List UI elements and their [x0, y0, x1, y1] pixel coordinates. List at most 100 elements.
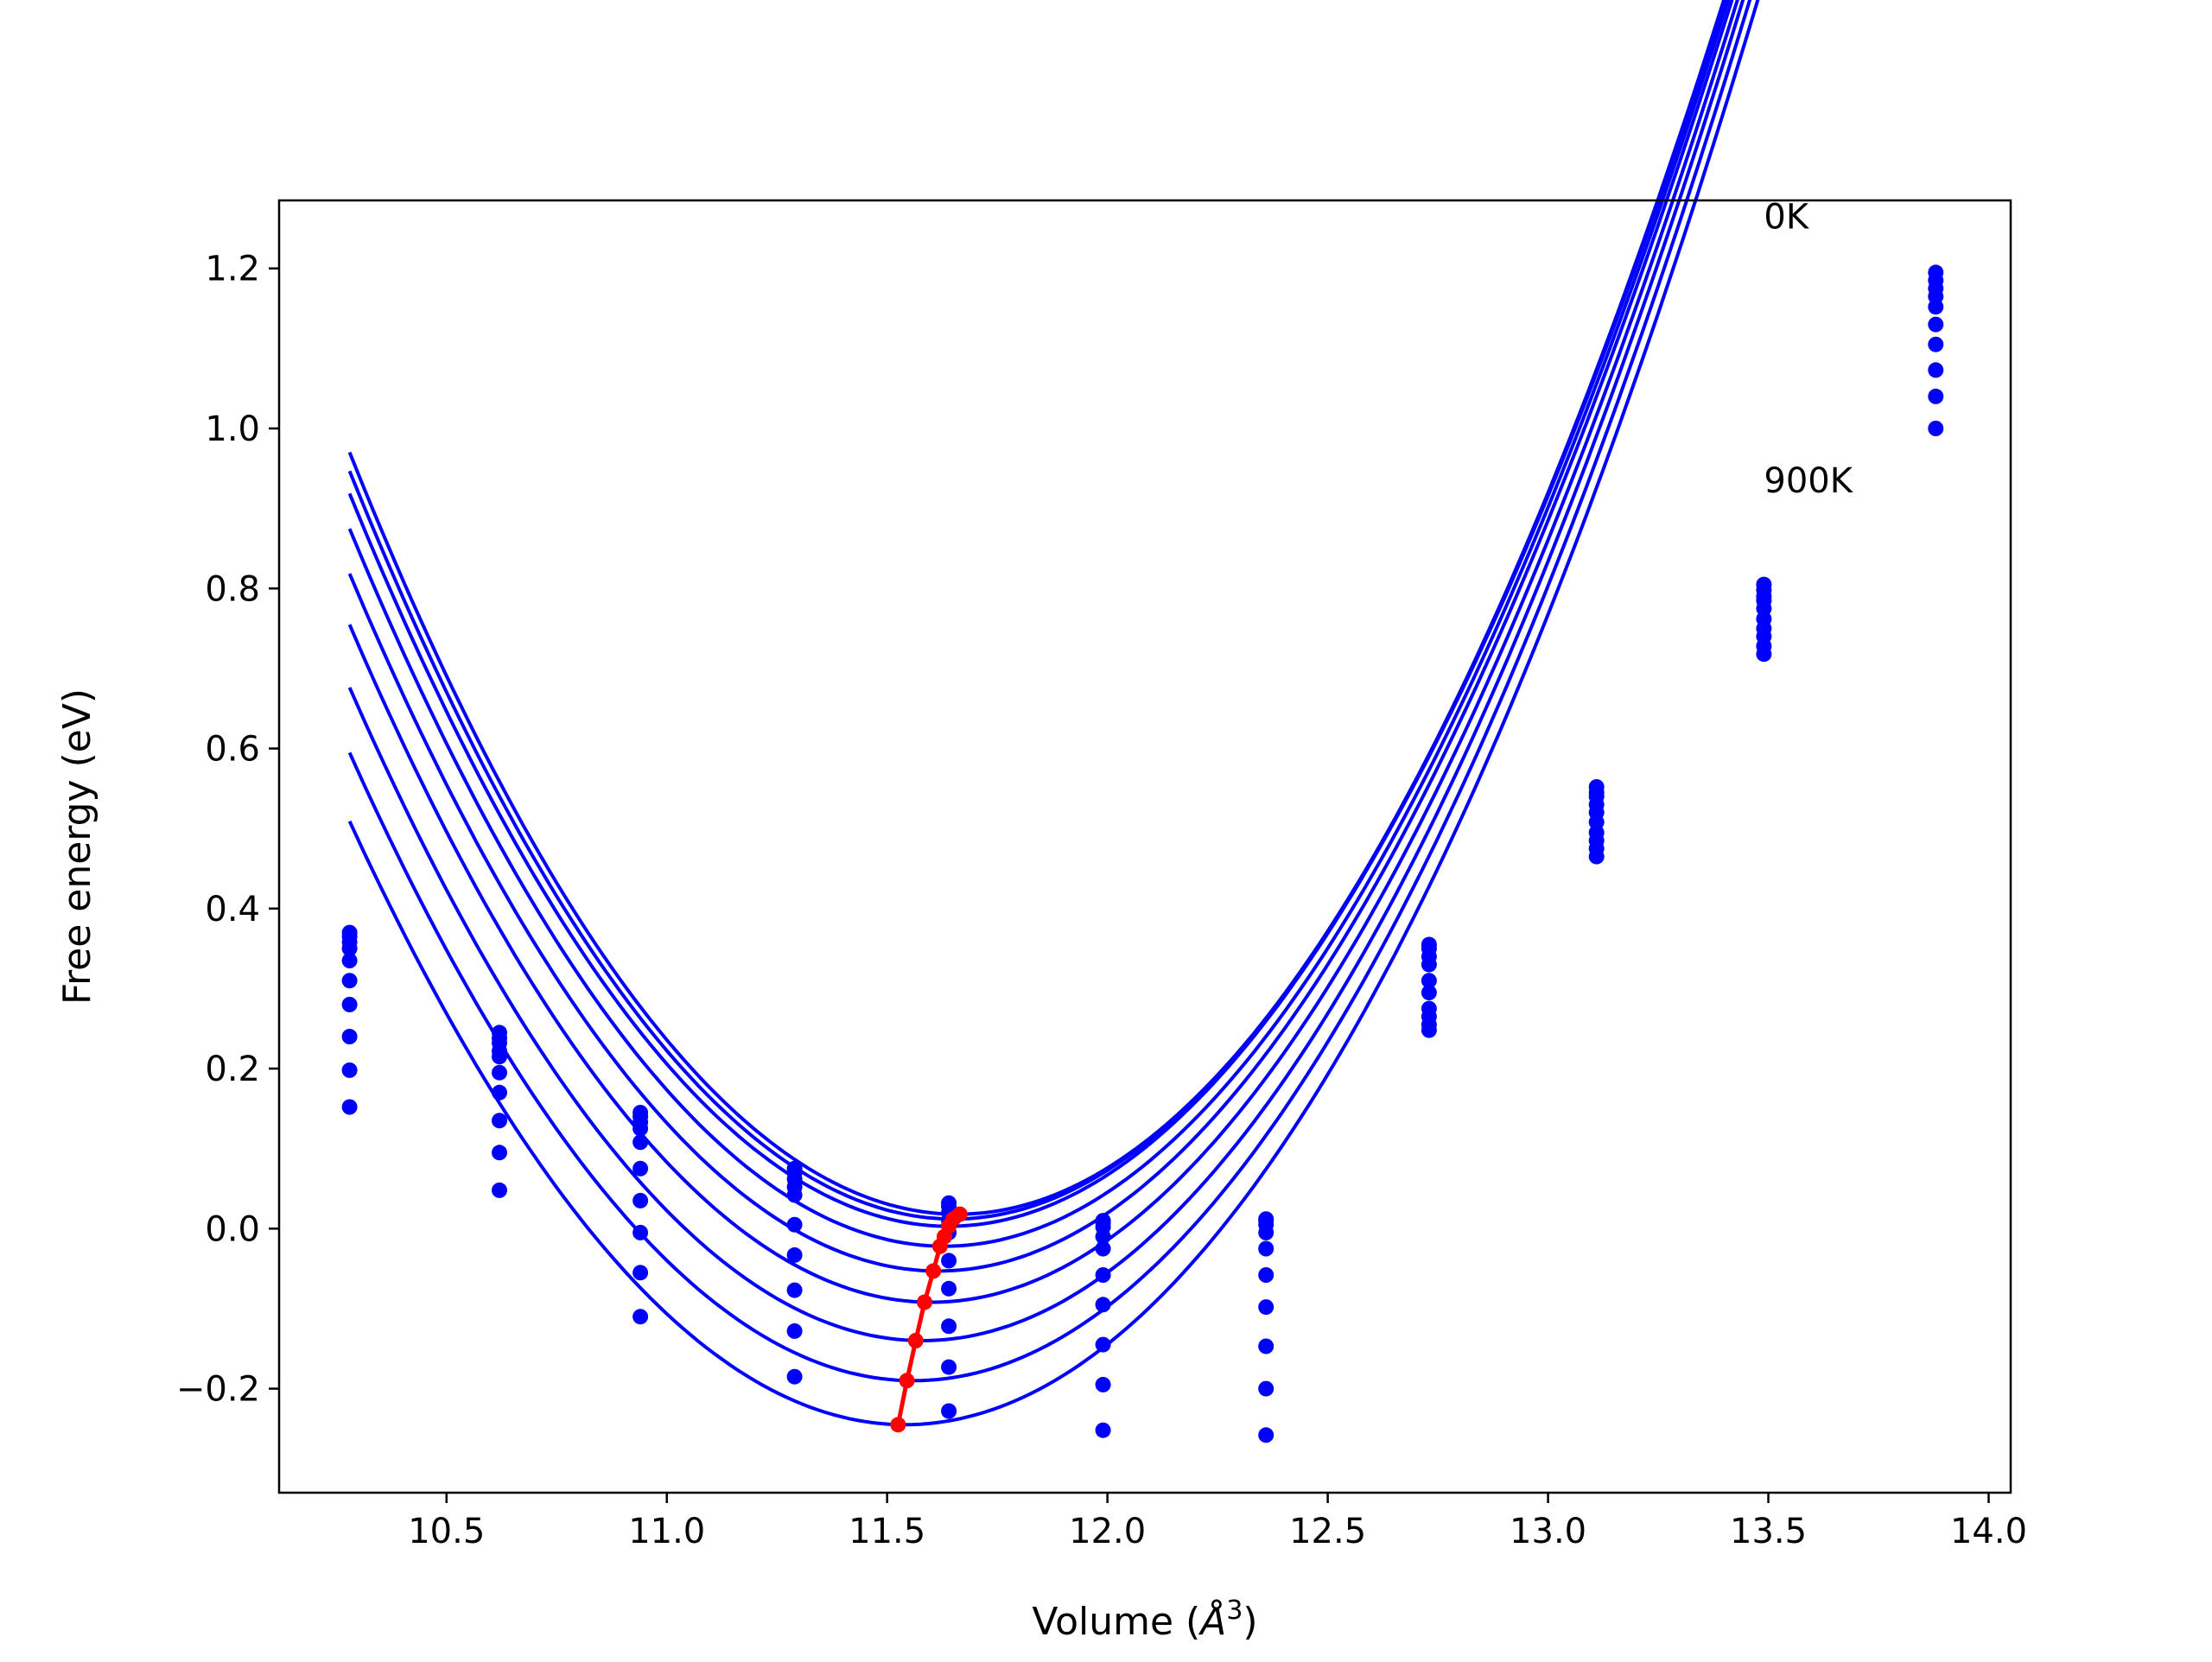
data-point [941, 1359, 957, 1375]
axes-frame [277, 199, 2012, 1494]
data-point [341, 996, 358, 1012]
data-point [1421, 956, 1437, 973]
fit-curve [347, 0, 1731, 1248]
y-tick-label: 1.2 [205, 250, 260, 289]
x-axis-title-exponent: 3 [1226, 1595, 1243, 1626]
data-point [1421, 985, 1437, 1001]
minimum-point [890, 1417, 906, 1433]
data-point [786, 1323, 803, 1339]
fit-curve [347, 0, 1760, 1427]
minimum-point [925, 1263, 942, 1279]
data-point [1928, 336, 1944, 352]
y-tick-label: 1.0 [205, 409, 260, 449]
x-tick-label: 14.0 [1950, 1512, 2027, 1551]
y-tick-label: −0.2 [176, 1370, 260, 1410]
minimum-path-layer [890, 1206, 968, 1433]
data-point [341, 1062, 358, 1078]
data-point [341, 1099, 358, 1115]
x-tick-label: 13.0 [1510, 1512, 1586, 1551]
data-point [786, 1246, 803, 1263]
x-axis-title: Volume (Å3) [1032, 1595, 1257, 1644]
data-point [1258, 1224, 1274, 1240]
data-point [1095, 1376, 1111, 1392]
fit-curves-layer [347, 0, 1760, 1427]
data-point [786, 1368, 803, 1385]
data-point [341, 941, 358, 957]
data-point [492, 1064, 507, 1081]
data-point [1258, 1338, 1274, 1354]
x-axis-title-main: Volume ( [1032, 1600, 1200, 1644]
data-point [632, 1265, 649, 1281]
minimum-point [899, 1373, 915, 1389]
data-point [1095, 1297, 1111, 1313]
data-point [786, 1187, 803, 1203]
minimum-point [917, 1294, 932, 1310]
data-point [632, 1160, 649, 1177]
data-point [1928, 362, 1944, 378]
y-axis-title: Free energy (eV) [55, 688, 99, 1005]
fit-curve [347, 0, 1739, 1304]
data-point [632, 1224, 649, 1240]
x-tick-label: 11.0 [628, 1512, 705, 1551]
data-point [941, 1403, 957, 1419]
annotation-layer: 0K 900K [1764, 197, 1853, 501]
data-point [341, 953, 358, 968]
data-point [1421, 973, 1437, 989]
data-point [632, 1192, 649, 1208]
fit-curve [347, 0, 1752, 1383]
fit-curve [347, 0, 1726, 1228]
data-point [1258, 1380, 1274, 1397]
data-point [1095, 1240, 1111, 1257]
temperature-annotation: 0K [1764, 197, 1809, 237]
data-point [1095, 1422, 1111, 1438]
data-point [786, 1282, 803, 1298]
data-point [1928, 388, 1944, 404]
x-tick-label: 12.5 [1289, 1512, 1366, 1551]
minimum-point [907, 1333, 924, 1348]
y-tick-label: 0.0 [205, 1209, 260, 1249]
data-points-layer [341, 264, 1944, 1443]
x-tick-label: 11.5 [849, 1512, 925, 1551]
data-point [341, 1029, 358, 1044]
data-point [1588, 848, 1605, 865]
data-point [632, 1134, 649, 1151]
data-point [632, 1309, 649, 1325]
data-point [492, 1182, 507, 1198]
x-axis-title-symbol: Å [1198, 1598, 1226, 1644]
data-point [492, 1145, 507, 1161]
fit-curve [347, 0, 1734, 1273]
y-tick-label: 0.2 [205, 1050, 260, 1089]
data-point [941, 1253, 957, 1269]
y-tick-label: 0.6 [205, 730, 260, 770]
data-point [1421, 1022, 1437, 1038]
data-point [941, 1280, 957, 1297]
data-point [1258, 1299, 1274, 1316]
data-point [1095, 1228, 1111, 1245]
fit-curve [347, 0, 1745, 1343]
data-point [1258, 1267, 1274, 1283]
data-point [492, 1084, 507, 1101]
temperature-annotation: 900K [1764, 461, 1853, 501]
x-tick-label: 10.5 [408, 1512, 485, 1551]
x-axis-ticks: 10.5 11.0 11.5 12.0 12.5 13.0 13.5 14.0 [408, 1493, 2027, 1551]
data-point [492, 1049, 507, 1065]
x-tick-label: 13.5 [1730, 1512, 1807, 1551]
data-point [1928, 421, 1944, 436]
data-point [1928, 316, 1944, 333]
data-point [1095, 1336, 1111, 1353]
y-tick-label: 0.4 [205, 890, 260, 929]
data-point [492, 1113, 507, 1129]
data-point [1756, 646, 1772, 663]
data-point [632, 1120, 649, 1137]
data-point [941, 1318, 957, 1335]
data-point [1095, 1267, 1111, 1283]
data-point [341, 973, 358, 989]
x-tick-label: 12.0 [1069, 1512, 1146, 1551]
data-point [786, 1216, 803, 1233]
data-point [1928, 299, 1944, 315]
y-axis-ticks: −0.2 0.0 0.2 0.4 0.6 0.8 1.0 1.2 [176, 250, 279, 1410]
minimum-point [931, 1238, 948, 1254]
